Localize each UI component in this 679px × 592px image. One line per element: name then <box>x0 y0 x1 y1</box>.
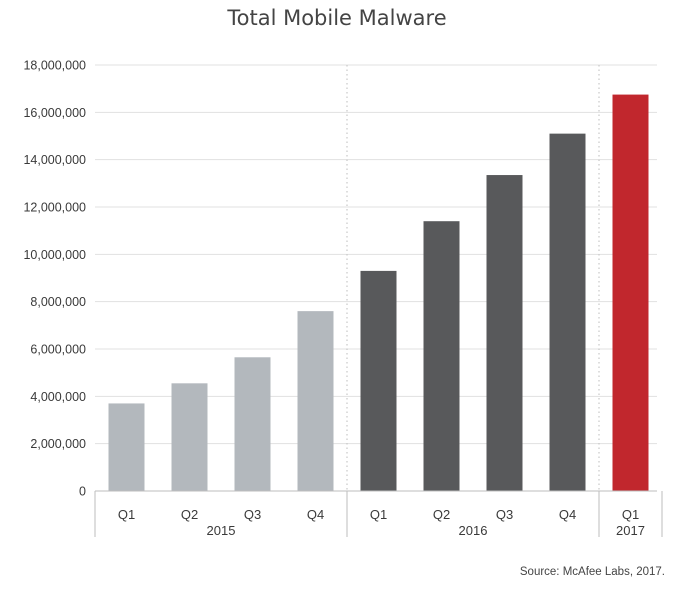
y-tick-label: 14,000,000 <box>23 153 86 167</box>
y-tick-label: 6,000,000 <box>30 343 86 357</box>
y-tick-label: 18,000,000 <box>23 59 86 73</box>
y-tick-label: 0 <box>79 485 86 499</box>
y-tick-label: 8,000,000 <box>30 295 86 309</box>
x-tick-label: Q3 <box>244 507 261 522</box>
bar <box>612 94 649 491</box>
x-tick-label: Q4 <box>307 507 324 522</box>
x-axis: Q1 Q2 Q3 Q4 Q1 Q2 Q3 Q4 Q1 2015 2016 2017 <box>94 490 663 538</box>
bar <box>171 383 208 491</box>
x-tick-label: Q1 <box>622 507 639 522</box>
source-note: Source: McAfee Labs, 2017. <box>519 566 665 578</box>
bar <box>486 175 523 492</box>
x-tick-label: Q3 <box>496 507 513 522</box>
y-tick-labels: 0 2,000,000 4,000,000 6,000,000 8,000,000 10,… <box>23 59 86 499</box>
bar <box>549 133 586 491</box>
bar <box>108 403 145 491</box>
x-tick-label: Q4 <box>559 507 576 522</box>
bar <box>423 221 460 491</box>
x-group-label: 2017 <box>616 523 645 538</box>
y-tick-label: 2,000,000 <box>30 437 86 451</box>
y-tick-label: 4,000,000 <box>30 390 86 404</box>
x-group-label: 2016 <box>459 523 488 538</box>
y-tick-label: 16,000,000 <box>23 106 86 120</box>
y-tick-label: 10,000,000 <box>23 248 86 262</box>
x-tick-label: Q1 <box>118 507 135 522</box>
y-tick-label: 12,000,000 <box>23 201 86 215</box>
bar <box>360 270 397 491</box>
x-tick-label: Q2 <box>433 507 450 522</box>
bars <box>108 94 649 492</box>
bar <box>234 357 271 491</box>
x-tick-label: Q1 <box>370 507 387 522</box>
x-tick-label: Q2 <box>181 507 198 522</box>
bar <box>297 311 334 491</box>
chart-title: Total Mobile Malware <box>226 6 446 30</box>
x-group-label: 2015 <box>207 523 236 538</box>
